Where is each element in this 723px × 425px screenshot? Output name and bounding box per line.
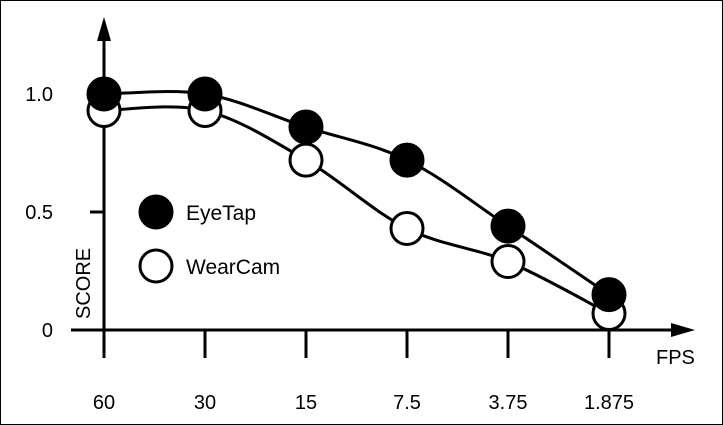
data-point-eyetap bbox=[86, 76, 122, 112]
x-tick-label: 3.75 bbox=[489, 392, 528, 414]
series-line-eyetap bbox=[103, 90, 610, 296]
series-line-wearcam bbox=[103, 105, 610, 315]
x-tick-label: 60 bbox=[93, 392, 115, 414]
legend-marker-eyetap bbox=[138, 194, 174, 230]
axes: 60 30 15 7.5 3.75 1.875 0 0.5 1.0 bbox=[25, 17, 695, 414]
x-tick-label: 30 bbox=[194, 392, 216, 414]
data-point-wearcam bbox=[490, 244, 526, 280]
data-point-wearcam bbox=[389, 211, 425, 247]
y-tick-label: 0.5 bbox=[25, 202, 53, 224]
x-tick-label: 1.875 bbox=[584, 392, 634, 414]
x-axis-label: FPS bbox=[656, 347, 695, 369]
data-point-eyetap bbox=[288, 109, 324, 145]
data-point-eyetap bbox=[591, 277, 627, 313]
data-point-eyetap bbox=[490, 208, 526, 244]
x-tick-label: 15 bbox=[295, 392, 317, 414]
legend-label-wearcam: WearCam bbox=[186, 256, 280, 279]
y-axis-arrow bbox=[97, 17, 111, 41]
data-point-wearcam bbox=[288, 142, 324, 178]
y-tick-label: 1.0 bbox=[25, 84, 53, 106]
y-tick-label: 0 bbox=[42, 320, 53, 342]
points bbox=[86, 76, 627, 331]
legend: EyeTap WearCam bbox=[138, 194, 280, 284]
legend-marker-wearcam bbox=[138, 248, 174, 284]
labels: FPS SCORE bbox=[73, 248, 695, 369]
x-tick-label: 7.5 bbox=[393, 392, 421, 414]
x-axis-arrow bbox=[671, 323, 695, 337]
curves bbox=[103, 90, 610, 315]
data-point-eyetap bbox=[389, 142, 425, 178]
data-point-eyetap bbox=[187, 76, 223, 112]
y-axis-label: SCORE bbox=[73, 248, 95, 319]
legend-label-eyetap: EyeTap bbox=[186, 202, 256, 225]
